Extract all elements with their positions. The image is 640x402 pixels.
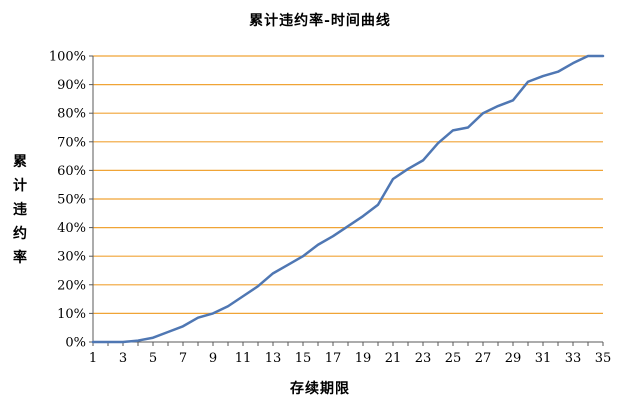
y-tick-label: 90% [57,78,86,93]
y-tick-label: 20% [57,278,86,293]
x-tick-label: 3 [119,351,127,366]
x-tick-label: 23 [415,351,432,366]
x-tick-label: 13 [265,351,282,366]
y-axis-label: 累计违约率 [13,154,27,266]
x-tick-label: 7 [179,351,187,366]
y-tick-label: 100% [49,50,86,65]
x-tick-label: 11 [235,351,252,366]
x-tick-label: 5 [149,351,157,366]
series-line [91,54,605,344]
x-tick-label: 17 [325,351,342,366]
x-tick-label: 35 [595,351,612,366]
y-tick-label: 70% [57,135,86,150]
x-tick-label: 19 [355,351,372,366]
x-tick-label: 25 [445,351,462,366]
x-tick-label: 27 [475,351,492,366]
y-tick-label: 60% [57,164,86,179]
x-tick-label: 15 [295,351,312,366]
x-tick-label: 31 [535,351,552,366]
x-tick-label: 21 [385,351,402,366]
x-tick-label: 1 [89,351,97,366]
y-tick-label: 30% [57,250,86,265]
x-tick-label: 33 [565,351,582,366]
y-tick-label: 40% [57,221,86,236]
y-tick-label: 10% [57,307,86,322]
y-tick-label: 0% [65,336,86,351]
x-tick-label: 9 [209,351,217,366]
y-tick-label: 50% [57,193,86,208]
y-tick-label: 80% [57,107,86,122]
x-tick-label: 29 [505,351,522,366]
x-axis-label: 存续期限 [290,381,350,397]
chart-title: 累计违约率-时间曲线 [249,13,391,29]
